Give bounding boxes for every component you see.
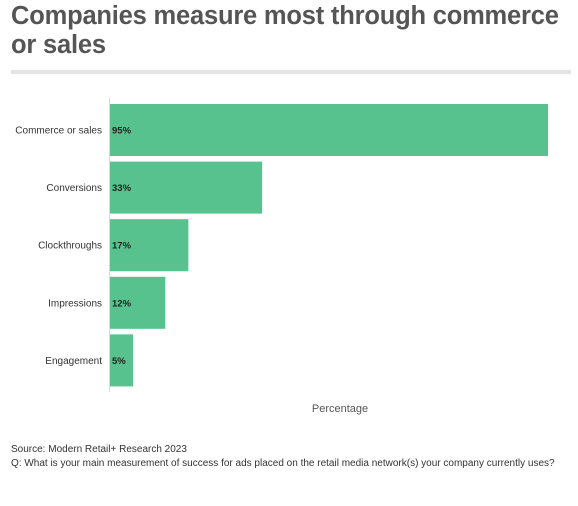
value-label-impressions: 12% <box>112 298 132 309</box>
value-label-engagement: 5% <box>112 356 126 367</box>
chart-footer: Source: Modern Retail+ Research 2023 Q: … <box>11 443 571 471</box>
category-label-impressions: Impressions <box>48 298 102 309</box>
bar-clockthroughs <box>110 219 189 272</box>
bar-impressions <box>110 276 166 329</box>
chart-title: Companies measure most through commerce … <box>11 2 559 59</box>
bar-conversions <box>110 161 263 214</box>
bar-chart-svg: Commerce or sales 95% Conversions 33% Clockt… <box>15 98 548 415</box>
source-note: Source: Modern Retail+ Research 2023 <box>11 444 187 455</box>
bars-layer: Commerce or sales 95% Conversions 33% Clockt… <box>15 104 548 387</box>
bar-chart: Commerce or sales 95% Conversions 33% Clockt… <box>0 90 578 430</box>
category-label-clockthroughs: Clockthroughs <box>38 241 102 252</box>
bar-engagement <box>110 334 134 387</box>
value-label-clockthroughs: 17% <box>112 241 132 252</box>
value-label-commerce-or-sales: 95% <box>112 126 132 137</box>
bar-commerce-or-sales <box>110 104 548 156</box>
category-label-engagement: Engagement <box>45 356 102 367</box>
x-axis-title: Percentage <box>312 403 368 415</box>
category-label-conversions: Conversions <box>46 183 102 194</box>
value-label-conversions: 33% <box>112 183 132 194</box>
category-label-commerce-or-sales: Commerce or sales <box>15 126 102 137</box>
survey-question: Q: What is your main measurement of succ… <box>11 458 555 469</box>
title-divider <box>11 70 571 74</box>
